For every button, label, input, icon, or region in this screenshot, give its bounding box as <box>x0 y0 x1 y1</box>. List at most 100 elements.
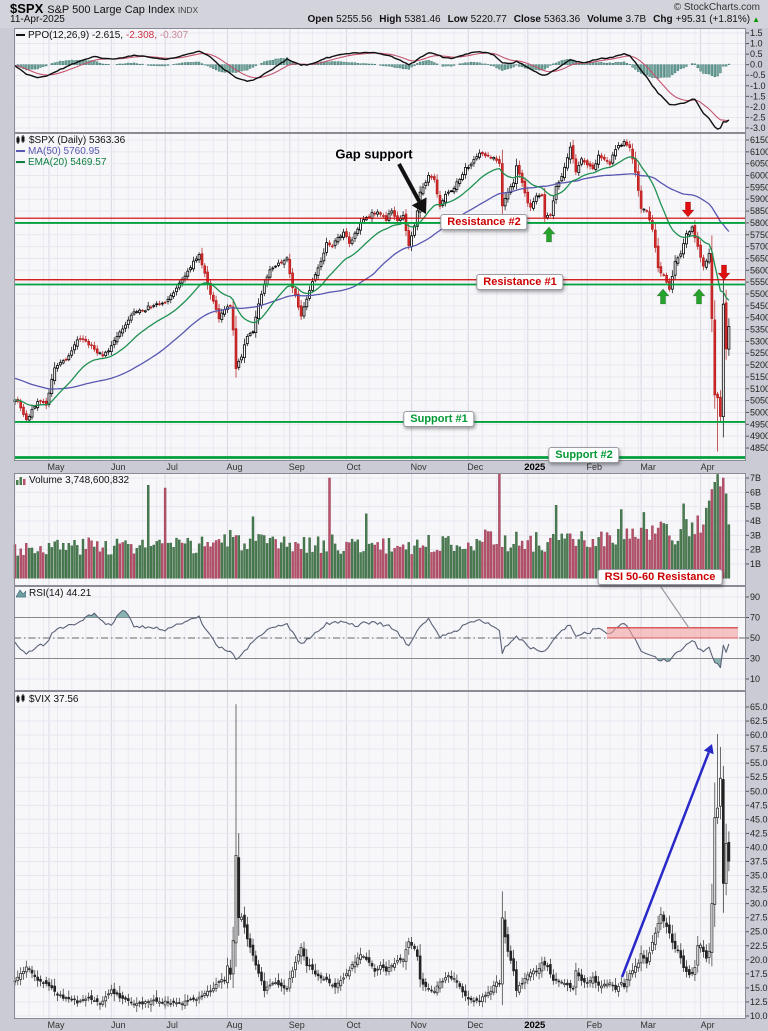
svg-text:5250: 5250 <box>750 348 768 358</box>
svg-text:10: 10 <box>750 674 760 684</box>
svg-text:45.0: 45.0 <box>750 814 768 824</box>
month-label-jun: Jun <box>111 1020 126 1030</box>
month-label-may: May <box>47 462 64 472</box>
ma50-legend: MA(50) 5760.95 <box>28 146 100 157</box>
month-label-jul: Jul <box>166 462 178 472</box>
svg-text:-1.0: -1.0 <box>750 81 766 91</box>
quote-chg-value: +95.31 (+1.81%) <box>676 14 751 25</box>
ppo-line-icon <box>16 34 25 36</box>
month-label-may: May <box>47 1020 64 1030</box>
vix-panel: 10.012.515.017.520.022.525.027.530.032.5… <box>0 691 768 1019</box>
svg-text:5700: 5700 <box>750 242 768 252</box>
svg-text:5150: 5150 <box>750 372 768 382</box>
price-panel: 4850490049505000505051005150520052505300… <box>0 133 768 461</box>
month-label-oct: Oct <box>346 462 360 472</box>
vix-legend: $VIX 37.56 <box>16 694 78 705</box>
svg-text:27.5: 27.5 <box>750 913 768 923</box>
svg-text:5400: 5400 <box>750 313 768 323</box>
svg-text:35.0: 35.0 <box>750 871 768 881</box>
svg-text:55.0: 55.0 <box>750 758 768 768</box>
svg-text:6000: 6000 <box>750 171 768 181</box>
svg-text:5950: 5950 <box>750 182 768 192</box>
svg-text:5850: 5850 <box>750 206 768 216</box>
svg-text:1.0: 1.0 <box>750 39 763 49</box>
month-label-dec: Dec <box>467 462 483 472</box>
svg-text:-3.0: -3.0 <box>750 123 766 133</box>
copyright: © StockCharts.com <box>674 2 760 13</box>
svg-text:50: 50 <box>750 633 760 643</box>
quote-low-label: Low <box>448 14 468 25</box>
month-label-sep: Sep <box>289 462 305 472</box>
month-label-aug: Aug <box>226 1020 242 1030</box>
svg-text:5300: 5300 <box>750 336 768 346</box>
svg-text:5800: 5800 <box>750 218 768 228</box>
svg-text:47.5: 47.5 <box>750 800 768 810</box>
rsi-label: RSI(14) 44.21 <box>29 588 91 599</box>
month-label-apr: Apr <box>701 1020 715 1030</box>
month-label-feb: Feb <box>587 462 603 472</box>
change-up-icon: ▲ <box>752 15 760 24</box>
ema20-legend: EMA(20) 5469.57 <box>28 157 106 168</box>
svg-text:0.0: 0.0 <box>750 60 763 70</box>
svg-text:5B: 5B <box>750 502 761 512</box>
svg-text:6150: 6150 <box>750 135 768 145</box>
svg-text:20.0: 20.0 <box>750 955 768 965</box>
ppo-hist-value: -0.307 <box>160 30 188 41</box>
ppo-signal-value: -2.308, <box>126 30 157 41</box>
svg-text:10.0: 10.0 <box>750 1011 768 1019</box>
month-label-sep: Sep <box>289 1020 305 1030</box>
svg-text:-0.5: -0.5 <box>750 70 766 80</box>
month-label-oct: Oct <box>346 1020 360 1030</box>
month-label-mar: Mar <box>640 462 656 472</box>
svg-text:65.0: 65.0 <box>750 702 768 712</box>
svg-text:4B: 4B <box>750 516 761 526</box>
ppo-legend: PPO(12,26,9) -2.615, -2.308, -0.307 <box>16 30 188 41</box>
svg-text:30: 30 <box>750 654 760 664</box>
rsi-area-icon <box>16 589 26 598</box>
svg-text:32.5: 32.5 <box>750 885 768 895</box>
svg-text:30.0: 30.0 <box>750 899 768 909</box>
month-label-aug: Aug <box>226 462 242 472</box>
svg-text:37.5: 37.5 <box>750 856 768 866</box>
svg-text:60.0: 60.0 <box>750 730 768 740</box>
ppo-title: PPO(12,26,9) <box>28 30 89 41</box>
volume-label: Volume 3,748,600,832 <box>29 475 129 486</box>
month-label-feb: Feb <box>587 1020 603 1030</box>
quote-high-value: 5381.46 <box>404 14 440 25</box>
svg-text:4850: 4850 <box>750 443 768 453</box>
svg-text:7B: 7B <box>750 473 761 483</box>
svg-text:6050: 6050 <box>750 159 768 169</box>
ppo-value: -2.615, <box>92 30 123 41</box>
quote-close-label: Close <box>514 14 541 25</box>
vix-candlestick-icon <box>16 694 26 704</box>
ema20-line-icon <box>16 161 25 163</box>
rsi-panel: 10 30 50 70 90 <box>0 586 768 691</box>
svg-text:70: 70 <box>750 613 760 623</box>
svg-text:-1.5: -1.5 <box>750 91 766 101</box>
svg-text:5450: 5450 <box>750 301 768 311</box>
exchange: INDX <box>178 5 198 15</box>
quote-volume-value: 3.7B <box>626 14 647 25</box>
month-label-jul: Jul <box>166 1020 178 1030</box>
svg-text:-2.0: -2.0 <box>750 102 766 112</box>
quote-open-label: Open <box>308 14 334 25</box>
svg-text:15.0: 15.0 <box>750 983 768 993</box>
svg-text:-2.5: -2.5 <box>750 112 766 122</box>
quote-volume-label: Volume <box>587 14 622 25</box>
svg-text:5900: 5900 <box>750 194 768 204</box>
price-legend: $SPX (Daily) 5363.36 MA(50) 5760.95 EMA(… <box>16 135 125 168</box>
svg-text:90: 90 <box>750 592 760 602</box>
svg-text:5200: 5200 <box>750 360 768 370</box>
quote-chg-label: Chg <box>653 14 672 25</box>
svg-text:1.5: 1.5 <box>750 28 763 38</box>
month-label-jun: Jun <box>111 462 126 472</box>
svg-text:6B: 6B <box>750 487 761 497</box>
ppo-panel: -3.0-2.5-2.0-1.5-1.0-0.50.00.51.01.5 <box>0 28 768 133</box>
svg-text:0.5: 0.5 <box>750 49 763 59</box>
